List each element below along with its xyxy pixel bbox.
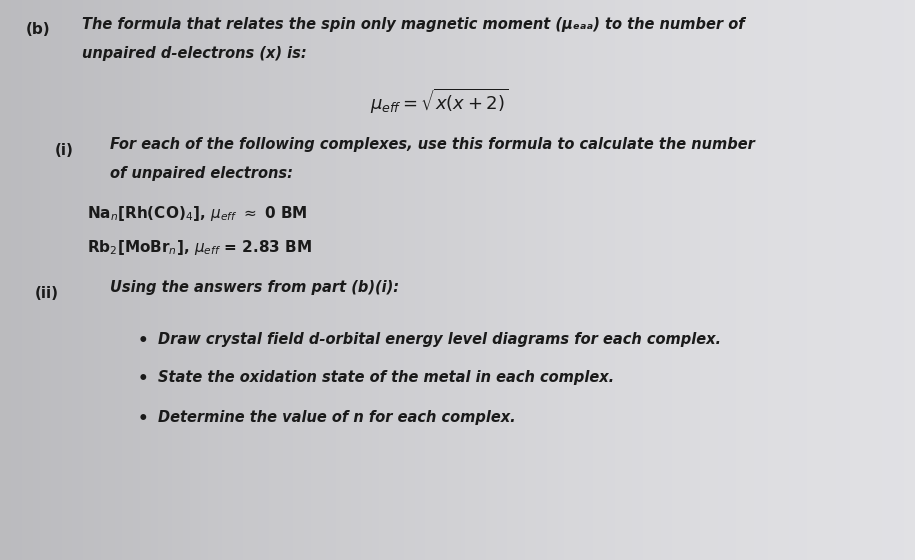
Text: Determine the value of n for each complex.: Determine the value of n for each comple… bbox=[158, 410, 516, 425]
Text: •: • bbox=[137, 370, 148, 388]
Text: (ii): (ii) bbox=[35, 286, 59, 301]
Text: •: • bbox=[137, 332, 148, 349]
Text: Rb$_2$[MoBr$_n$], $\mu_{eff}$ = 2.83 BM: Rb$_2$[MoBr$_n$], $\mu_{eff}$ = 2.83 BM bbox=[87, 238, 312, 257]
Text: Na$_n$[Rh(CO)$_4$], $\mu_{eff}$ $\approx$ 0 BM: Na$_n$[Rh(CO)$_4$], $\mu_{eff}$ $\approx… bbox=[87, 204, 307, 223]
Text: •: • bbox=[137, 410, 148, 428]
Text: State the oxidation state of the metal in each complex.: State the oxidation state of the metal i… bbox=[158, 370, 614, 385]
Text: of unpaired electrons:: of unpaired electrons: bbox=[110, 166, 293, 181]
Text: $\mu_{eff} = \sqrt{x(x+2)}$: $\mu_{eff} = \sqrt{x(x+2)}$ bbox=[370, 87, 509, 116]
Text: Using the answers from part (b)(i):: Using the answers from part (b)(i): bbox=[110, 280, 399, 295]
Text: unpaired d-electrons (x) is:: unpaired d-electrons (x) is: bbox=[82, 46, 307, 61]
Text: The formula that relates the spin only magnetic moment (μₑₐₐ) to the number of: The formula that relates the spin only m… bbox=[82, 17, 745, 32]
Text: For each of the following complexes, use this formula to calculate the number: For each of the following complexes, use… bbox=[110, 137, 755, 152]
Text: (i): (i) bbox=[55, 143, 74, 158]
Text: Draw crystal field d-orbital energy level diagrams for each complex.: Draw crystal field d-orbital energy leve… bbox=[158, 332, 721, 347]
Text: (b): (b) bbox=[26, 22, 50, 38]
